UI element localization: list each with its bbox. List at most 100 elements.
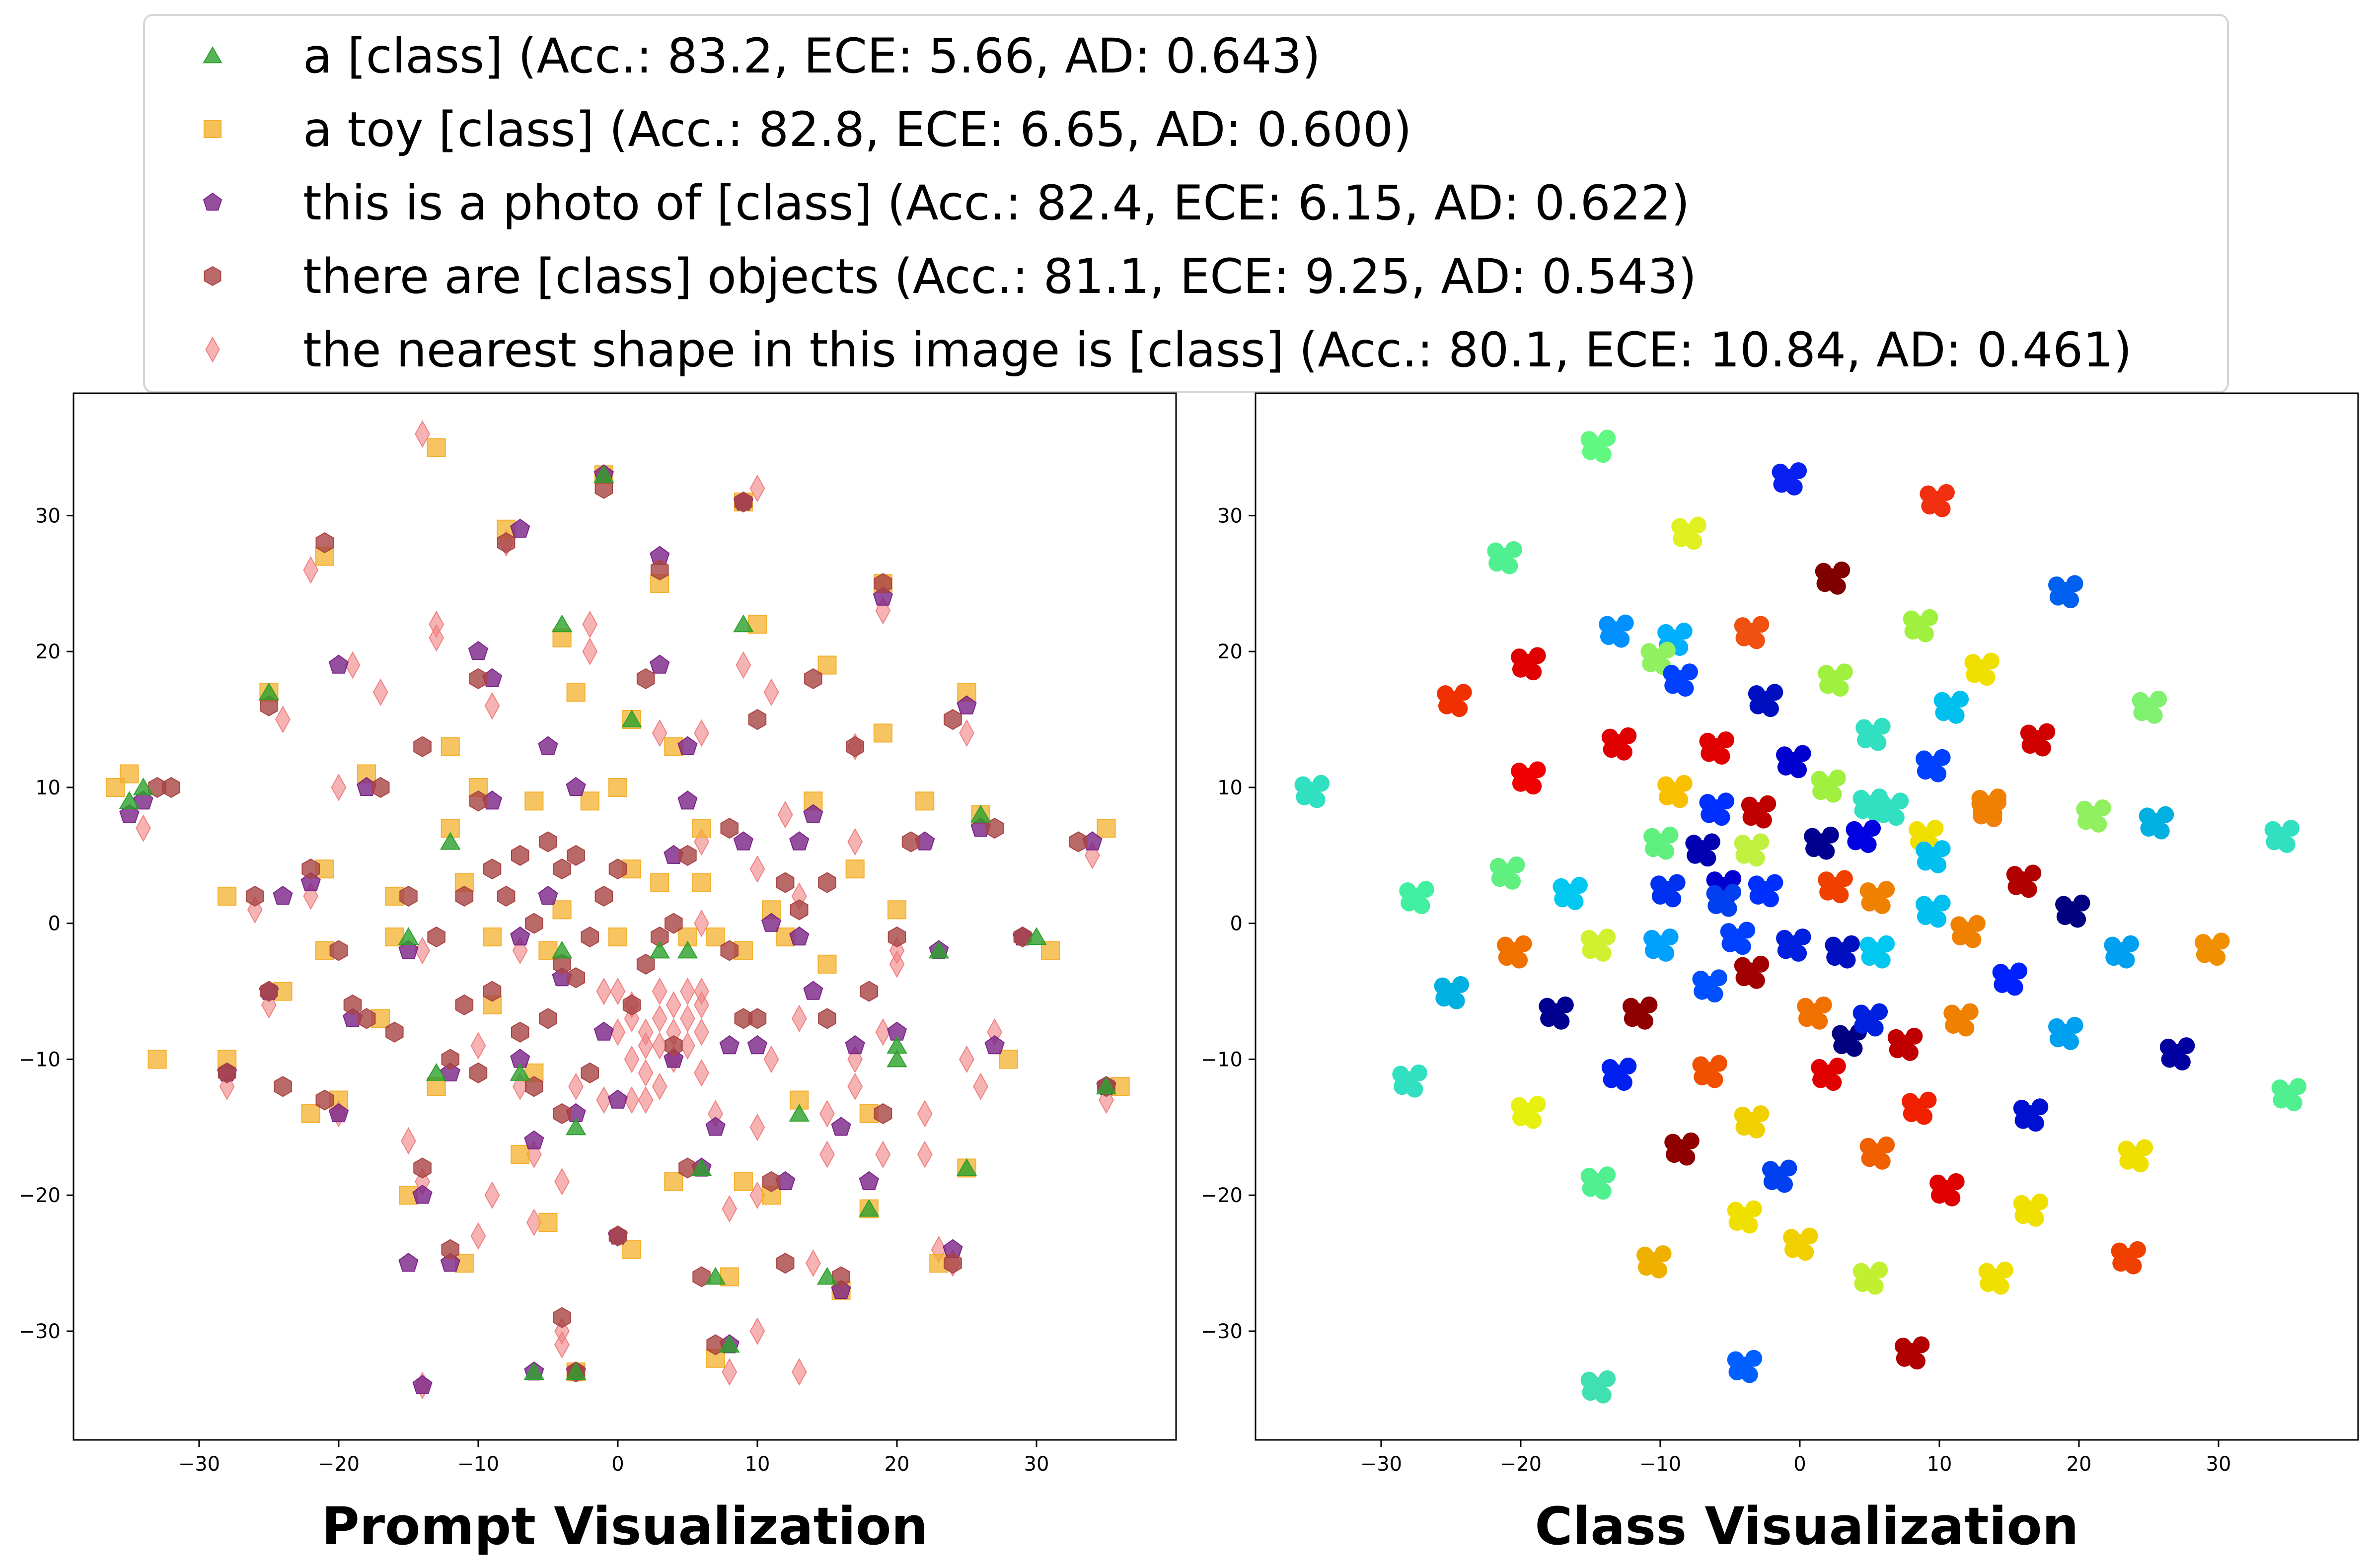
class-point xyxy=(1728,1213,1746,1231)
hexagon-point xyxy=(511,845,529,866)
class-point xyxy=(2024,864,2042,882)
class-point xyxy=(1706,871,1723,889)
class-point xyxy=(1636,1246,1654,1264)
class-point xyxy=(1935,704,1952,721)
class-point xyxy=(1933,692,1951,709)
square-point xyxy=(552,900,572,920)
class-point xyxy=(1859,936,1877,954)
class-point xyxy=(1773,476,1790,493)
class-point xyxy=(1852,1263,1870,1280)
diamond-point xyxy=(275,706,291,733)
x-tick-label: −30 xyxy=(178,1453,220,1476)
hexagon-point xyxy=(665,1035,683,1057)
pentagon-point xyxy=(733,831,753,851)
class-point xyxy=(1741,1366,1758,1383)
pentagon-point xyxy=(133,790,153,810)
class-point xyxy=(1917,854,1934,871)
legend-box xyxy=(143,14,2229,393)
class-point xyxy=(1401,894,1418,912)
hexagon-point xyxy=(860,981,878,1002)
class-point xyxy=(1859,836,1877,853)
class-point xyxy=(1846,1040,1863,1057)
class-point xyxy=(1413,897,1430,915)
hexagon-point xyxy=(385,1021,404,1043)
square-point xyxy=(608,927,627,947)
class-point xyxy=(1968,915,1986,932)
triangle-point xyxy=(565,1117,587,1136)
diamond-point xyxy=(484,692,500,720)
hexagon-point xyxy=(818,1008,836,1029)
square-point xyxy=(873,723,892,743)
class-point xyxy=(1859,1138,1877,1155)
class-point xyxy=(2157,806,2174,823)
square-point xyxy=(315,941,334,960)
class-point xyxy=(2027,1115,2044,1132)
class-point xyxy=(1512,660,1529,678)
class-point xyxy=(1797,1244,1814,1261)
triangle-point xyxy=(510,1063,530,1081)
pentagon-point xyxy=(789,926,810,946)
class-point xyxy=(1448,992,1465,1009)
class-point xyxy=(1678,1148,1696,1166)
y-tick-label: 20 xyxy=(35,641,61,663)
class-point xyxy=(1706,986,1723,1003)
class-point xyxy=(1642,655,1659,672)
class-point xyxy=(2129,1241,2146,1258)
diamond-point xyxy=(875,597,891,625)
class-point xyxy=(1710,969,1727,987)
class-point xyxy=(1566,893,1584,910)
hexagon-point xyxy=(511,1021,529,1043)
class-point xyxy=(1650,875,1668,893)
pentagon-point xyxy=(957,695,977,714)
diamond-point xyxy=(749,1317,765,1345)
class-point xyxy=(1776,746,1793,764)
class-point xyxy=(1973,802,1990,819)
pentagon-point xyxy=(510,926,530,946)
hexagon-point xyxy=(594,885,613,907)
class-point xyxy=(1997,1261,2014,1279)
right-caption: Class Visualization xyxy=(1535,1496,2078,1557)
pentagon-point xyxy=(761,913,782,932)
class-point xyxy=(1906,1027,1923,1045)
legend-label: there are [class] objects (Acc.: 81.1, E… xyxy=(303,249,1697,304)
class-point xyxy=(1706,1071,1723,1088)
legend-label: a [class] (Acc.: 83.2, ECE: 5.66, AD: 0.… xyxy=(303,28,1321,84)
class-point xyxy=(1720,923,1737,940)
triangle-point xyxy=(133,778,154,795)
class-point xyxy=(2027,1210,2044,1227)
triangle-point xyxy=(928,940,949,959)
class-point xyxy=(1873,897,1891,915)
class-point xyxy=(1878,935,1895,952)
triangle-point xyxy=(859,1199,880,1217)
square-point xyxy=(1097,819,1116,838)
diamond-point xyxy=(652,1032,667,1060)
class-point xyxy=(1980,1275,1997,1292)
class-point xyxy=(2049,1030,2067,1048)
class-point xyxy=(1749,697,1767,714)
hexagon-point xyxy=(525,1076,543,1097)
class-point xyxy=(1664,890,1682,908)
class-point xyxy=(1921,609,1938,626)
class-point xyxy=(2090,815,2107,833)
class-point xyxy=(2159,1038,2177,1056)
class-point xyxy=(1752,616,1770,633)
class-point xyxy=(1392,1066,1409,1083)
triangle-marker xyxy=(203,46,222,64)
class-point xyxy=(2020,724,2037,742)
diamond-point xyxy=(777,800,793,829)
class-point xyxy=(1640,643,1658,660)
hexagon-point xyxy=(762,1171,781,1192)
class-point xyxy=(1762,700,1779,717)
square-point xyxy=(692,873,711,892)
class-point xyxy=(2150,690,2167,708)
class-point xyxy=(1871,1261,1888,1279)
diamond-point xyxy=(973,1072,988,1100)
left-caption: Prompt Visualization xyxy=(322,1496,928,1557)
pentagon-point xyxy=(677,790,698,810)
class-point xyxy=(1859,882,1877,899)
class-point xyxy=(1706,885,1723,902)
class-point xyxy=(1677,680,1694,697)
x-tick-label: 0 xyxy=(1793,1453,1806,1476)
class-point xyxy=(2013,1100,2030,1117)
class-point xyxy=(1780,1159,1797,1177)
